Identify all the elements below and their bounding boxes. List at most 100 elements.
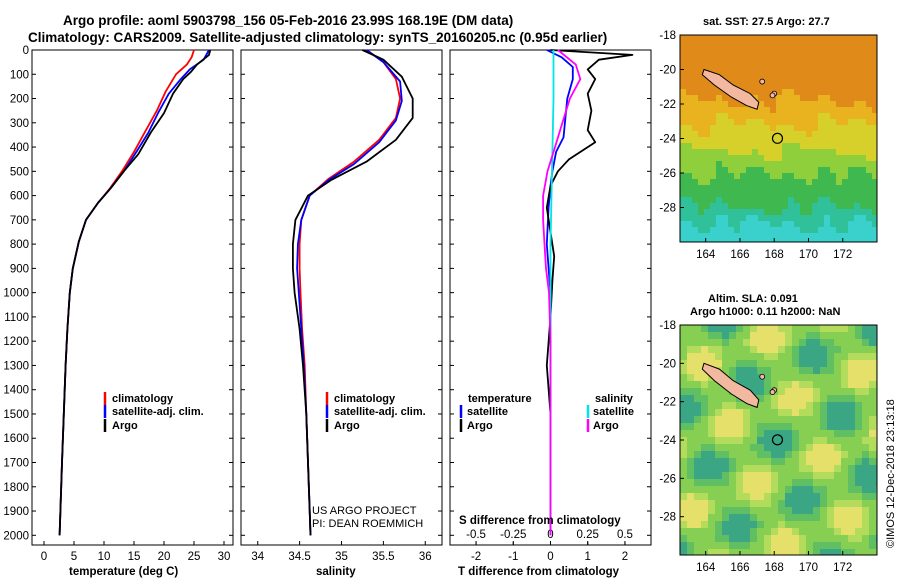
sla-cell (841, 367, 848, 374)
sst-cell (710, 239, 716, 242)
sla-cell (827, 339, 834, 346)
sst-cell (692, 191, 698, 197)
sla-cell (855, 346, 862, 353)
sst-cell (818, 215, 824, 221)
sla-cell (841, 472, 848, 479)
sst-cell (746, 89, 752, 95)
sla-cell (827, 535, 834, 542)
sst-cell (764, 65, 770, 71)
sla-cell (729, 353, 736, 360)
sst-cell (746, 215, 752, 221)
sla-cell (736, 479, 743, 486)
sst-cell (716, 131, 722, 137)
sst-cell (692, 101, 698, 107)
sst-cell (710, 53, 716, 59)
sst-cell (866, 143, 872, 149)
sla-cell (820, 507, 827, 514)
sst-cell (740, 83, 746, 89)
sla-cell (750, 339, 757, 346)
sla-cell (869, 346, 876, 353)
sst-cell (794, 143, 800, 149)
sla-cell (855, 409, 862, 416)
sst-cell (860, 65, 866, 71)
sst-cell (758, 53, 764, 59)
sst-cell (866, 113, 872, 119)
sla-cell (736, 437, 743, 444)
sla-cell (827, 409, 834, 416)
sst-cell (776, 239, 782, 242)
sst-cell (788, 113, 794, 119)
sla-cell (792, 346, 799, 353)
sla-cell (729, 339, 736, 346)
sst-cell (782, 137, 788, 143)
sla-cell (841, 486, 848, 493)
sla-cell (694, 437, 701, 444)
sla-cell (708, 395, 715, 402)
sst-cell (806, 119, 812, 125)
sst-cell (776, 203, 782, 209)
sst-cell (872, 239, 877, 242)
sla-cell (820, 451, 827, 458)
sla-cell (855, 430, 862, 437)
sst-cell (704, 215, 710, 221)
sla-cell (687, 528, 694, 535)
legend-s-satellite-label: satellite (593, 406, 634, 418)
sla-cell (680, 458, 687, 465)
sst-cell (866, 197, 872, 203)
sst-cell (860, 215, 866, 221)
sla-cell (680, 339, 687, 346)
sst-cell (812, 179, 818, 185)
sst-cell (830, 131, 836, 137)
sla-cell (757, 332, 764, 339)
sst-cell (704, 173, 710, 179)
sla-cell (757, 542, 764, 549)
sst-cell (770, 125, 776, 131)
sla-cell (680, 507, 687, 514)
sst-cell (830, 125, 836, 131)
sla-cell (813, 339, 820, 346)
sst-cell (800, 179, 806, 185)
sst-cell (722, 119, 728, 125)
sst-cell (782, 71, 788, 77)
depth-tick-label: 1000 (3, 288, 29, 300)
sst-cell (728, 173, 734, 179)
sla-cell (743, 500, 750, 507)
map-y-tick-label: -22 (659, 99, 676, 111)
sst-cell (776, 215, 782, 221)
sst-cell (764, 221, 770, 227)
sst-cell (824, 95, 830, 101)
sla-cell (701, 423, 708, 430)
sst-cell (860, 101, 866, 107)
sla-cell (708, 542, 715, 549)
sla-cell (729, 423, 736, 430)
sla-cell (701, 507, 708, 514)
sla-cell (855, 388, 862, 395)
sst-cell (704, 77, 710, 83)
sla-cell (827, 542, 834, 549)
sst-cell (776, 71, 782, 77)
sst-cell (818, 65, 824, 71)
sla-cell (813, 423, 820, 430)
sst-cell (854, 59, 860, 65)
sla-cell (841, 542, 848, 549)
sst-cell (794, 161, 800, 167)
x-tick-label: 25 (188, 551, 201, 563)
sla-cell (743, 381, 750, 388)
sst-cell (716, 221, 722, 227)
sla-cell (729, 507, 736, 514)
x-tick-label: 10 (98, 551, 111, 563)
sst-cell (764, 203, 770, 209)
sla-cell (827, 416, 834, 423)
sst-cell (824, 221, 830, 227)
sla-cell (729, 528, 736, 535)
sst-cell (836, 155, 842, 161)
sla-cell (820, 388, 827, 395)
sla-cell (848, 500, 855, 507)
sst-cell (854, 131, 860, 137)
sla-cell (757, 437, 764, 444)
sla-cell (771, 381, 778, 388)
sst-cell (872, 221, 877, 227)
sla-cell (757, 409, 764, 416)
sst-cell (788, 215, 794, 221)
sla-cell (841, 458, 848, 465)
